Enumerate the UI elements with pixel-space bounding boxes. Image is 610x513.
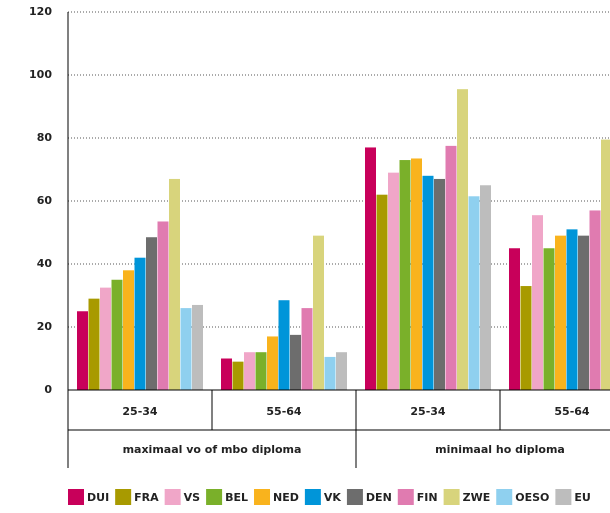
y-tick-label: 20	[37, 320, 53, 333]
bar	[244, 352, 255, 390]
group-label: maximaal vo of mbo diploma	[123, 443, 302, 456]
legend-swatch	[346, 489, 363, 505]
y-tick-label: 120	[29, 5, 52, 18]
y-tick-label: 0	[44, 383, 52, 396]
bar	[388, 172, 399, 390]
legend-swatch	[555, 489, 572, 505]
bar	[532, 215, 543, 390]
bar	[157, 221, 169, 390]
bar	[468, 196, 480, 390]
legend-label: FIN	[417, 491, 438, 504]
legend-label: DUI	[87, 491, 109, 504]
y-tick-label: 100	[29, 68, 52, 81]
x-tick-label: 25-34	[410, 405, 446, 418]
legend-label: FRA	[134, 491, 159, 504]
y-tick-label: 80	[37, 131, 53, 144]
bar	[169, 178, 180, 390]
legend-label: VS	[184, 491, 201, 504]
bar	[411, 158, 422, 390]
legend-swatch	[206, 489, 223, 505]
legend-swatch	[254, 489, 271, 505]
bar	[589, 210, 601, 390]
legend-label: BEL	[225, 491, 248, 504]
x-tick-label: 55-64	[554, 405, 590, 418]
bar	[566, 229, 578, 390]
bar	[77, 311, 88, 390]
bar	[123, 270, 134, 390]
bar	[555, 235, 566, 390]
bar	[399, 160, 411, 390]
legend-swatch	[496, 489, 513, 505]
bar	[445, 145, 457, 390]
bar	[134, 257, 146, 390]
legend-swatch	[68, 489, 84, 505]
legend-label: EU	[574, 491, 590, 504]
bar	[255, 352, 267, 390]
legend-label: DEN	[366, 491, 392, 504]
bar	[267, 336, 278, 390]
legend-label: OESO	[515, 491, 549, 504]
x-tick-label: 55-64	[266, 405, 302, 418]
bar	[365, 147, 376, 390]
legend-swatch	[304, 489, 321, 505]
bar	[180, 308, 192, 390]
bar	[324, 356, 336, 390]
bar	[601, 139, 610, 390]
bar	[88, 298, 100, 390]
bar	[232, 361, 244, 390]
legend-swatch	[115, 489, 132, 505]
bar	[422, 175, 434, 390]
x-tick-label: 25-34	[122, 405, 158, 418]
bar	[290, 334, 301, 390]
legend-swatch	[443, 489, 460, 505]
y-tick-label: 60	[37, 194, 53, 207]
bar	[520, 286, 532, 390]
bar	[301, 308, 313, 390]
bar	[192, 304, 203, 390]
legend-swatch	[397, 489, 414, 505]
bar	[146, 237, 157, 390]
bar	[457, 89, 468, 391]
bar	[313, 235, 324, 390]
bar	[278, 300, 290, 390]
bar	[578, 235, 589, 390]
bar	[480, 185, 491, 390]
legend-swatch	[164, 489, 181, 505]
bar	[543, 248, 555, 390]
legend-label: VK	[324, 491, 342, 504]
bar	[434, 178, 445, 390]
legend-label: ZWE	[463, 491, 491, 504]
bar	[111, 279, 123, 390]
bar	[376, 194, 388, 390]
bar	[100, 287, 111, 390]
bar	[336, 352, 347, 390]
y-tick-label: 40	[37, 257, 53, 270]
legend-label: NED	[273, 491, 299, 504]
bar	[509, 248, 520, 390]
bar	[221, 358, 232, 390]
group-label: minimaal ho diploma	[435, 443, 565, 456]
